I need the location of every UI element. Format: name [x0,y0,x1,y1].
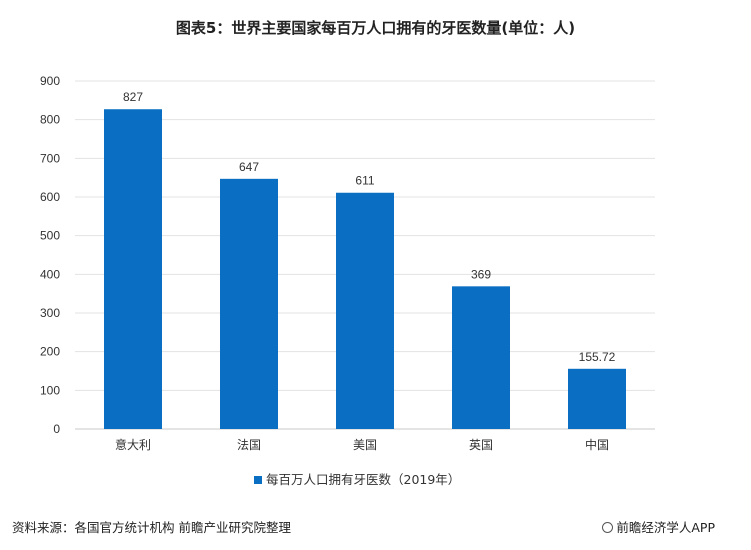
bars [104,109,626,429]
legend: 每百万人口拥有牙医数（2019年） [254,472,460,487]
x-axis-ticks: 意大利 法国 美国 英国 中国 [115,437,609,452]
bar [568,368,626,429]
data-label: 827 [123,90,143,104]
y-tick-label: 100 [40,383,60,397]
y-tick-label: 300 [40,306,60,320]
brand-logo-icon [602,522,614,533]
data-labels: 827 647 611 369 155.72 [123,90,616,364]
y-tick-label: 800 [40,113,60,127]
y-tick-label: 600 [40,190,60,204]
data-label: 155.72 [579,350,616,364]
brand-credit: 前瞻经济学人APP [602,517,715,536]
y-tick-label: 200 [40,345,60,359]
bar [336,192,394,429]
bar [220,178,278,429]
x-tick-label: 中国 [585,437,609,452]
legend-swatch [254,476,262,484]
chart-title: 图表5：世界主要国家每百万人口拥有的牙医数量(单位：人) [175,19,576,37]
y-axis-ticks: 0 100 200 300 400 500 600 700 800 900 [40,74,60,436]
x-tick-label: 英国 [469,438,493,452]
data-label: 611 [355,174,374,188]
bar [104,109,162,429]
y-tick-label: 0 [53,422,60,436]
brand-label: 前瞻经济学人APP [616,520,715,535]
data-label: 369 [471,267,491,281]
y-tick-label: 700 [40,151,60,165]
data-label: 647 [239,160,259,174]
x-tick-label: 法国 [237,438,261,452]
source-note: 资料来源：各国官方统计机构 前瞻产业研究院整理 [12,520,291,535]
y-tick-label: 900 [40,74,60,88]
y-tick-label: 500 [40,229,60,243]
legend-label: 每百万人口拥有牙医数（2019年） [266,472,460,487]
bar [452,286,510,429]
x-tick-label: 意大利 [115,437,151,452]
x-tick-label: 美国 [353,438,377,452]
y-tick-label: 400 [40,267,60,281]
